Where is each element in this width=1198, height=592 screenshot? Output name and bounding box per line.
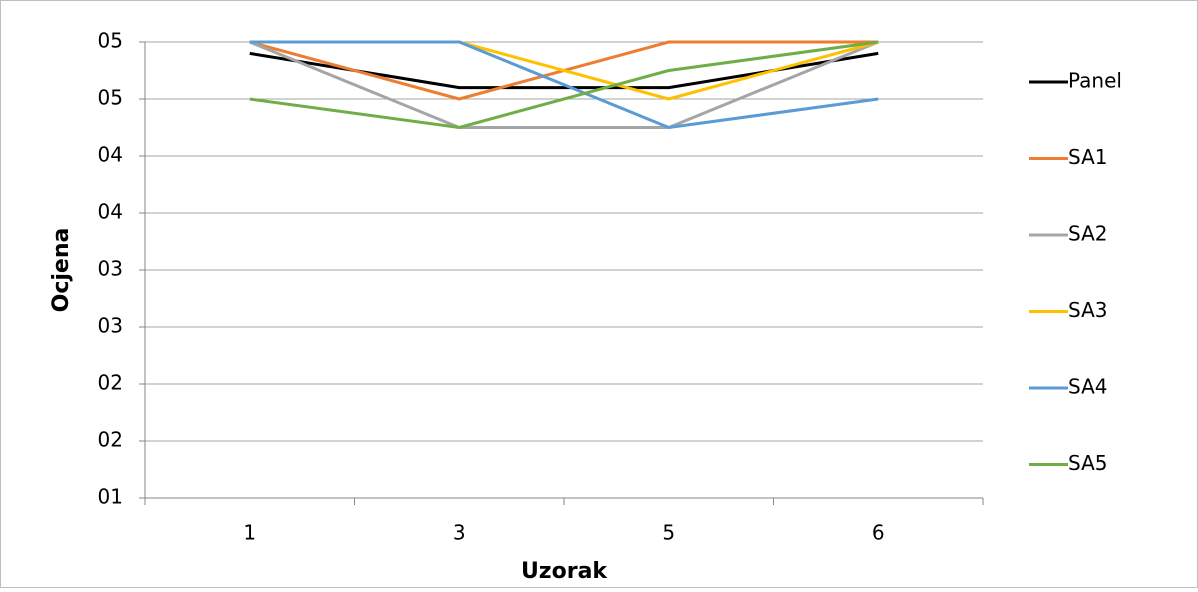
y-tick-label: 03: [98, 257, 123, 281]
series-line: [249, 40, 879, 129]
legend-label: SA4: [1068, 375, 1107, 399]
x-axis-title: Uzorak: [521, 559, 608, 584]
y-tick-label: 05: [98, 86, 123, 110]
y-tick-label: 04: [98, 143, 123, 167]
legend-label: Panel: [1068, 69, 1122, 93]
y-tick-label: 01: [98, 485, 123, 509]
y-tick-label: 02: [98, 371, 123, 395]
x-tick-label: 1: [243, 521, 256, 545]
x-tick-label: 3: [453, 521, 466, 545]
y-tick-label: 05: [98, 29, 123, 53]
y-tick-label: 04: [98, 200, 123, 224]
x-tick-label: 6: [872, 521, 885, 545]
legend-label: SA1: [1068, 145, 1107, 169]
legend-label: SA3: [1068, 298, 1107, 322]
y-axis-title: Ocjena: [49, 228, 74, 313]
legend-label: SA2: [1068, 222, 1107, 246]
x-tick-label: 5: [662, 521, 675, 545]
series-line: [249, 40, 879, 129]
y-tick-label: 02: [98, 428, 123, 452]
series-line: [249, 40, 879, 129]
y-tick-label: 03: [98, 314, 123, 338]
legend-label: SA5: [1068, 451, 1107, 475]
